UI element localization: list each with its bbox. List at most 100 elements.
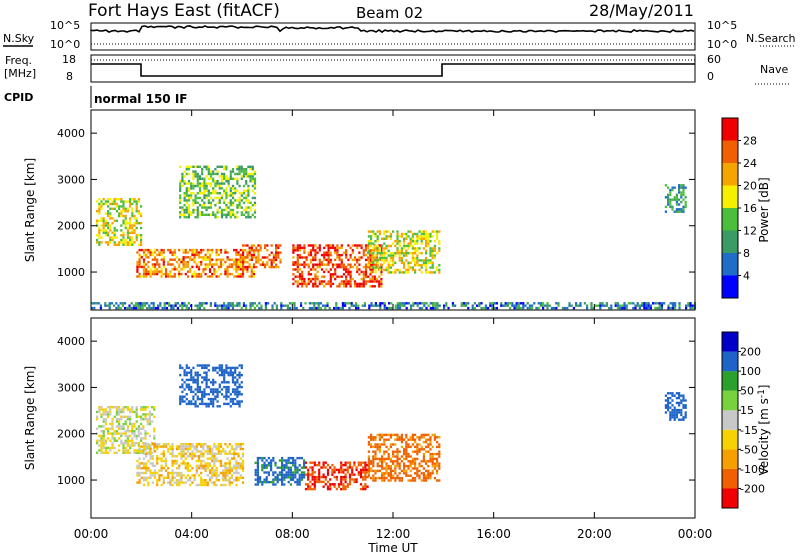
- heatmap-cell: [183, 204, 186, 207]
- heatmap-cell: [312, 244, 315, 247]
- heatmap-cell: [212, 378, 215, 382]
- heatmap-cell: [378, 457, 381, 461]
- heatmap-cell: [211, 248, 214, 252]
- heatmap-cell: [245, 168, 248, 171]
- heatmap-cell: [212, 369, 215, 372]
- heatmap-cell: [275, 253, 278, 257]
- heatmap-cell: [187, 172, 191, 176]
- heatmap-cell: [327, 246, 330, 250]
- heatmap-cell: [212, 397, 215, 401]
- heatmap-cell: [357, 471, 360, 474]
- heatmap-cell: [220, 388, 224, 391]
- heatmap-cell: [313, 480, 316, 484]
- heatmap-cell: [109, 238, 112, 242]
- heatmap-cell: [416, 302, 419, 305]
- heatmap-cell: [322, 304, 325, 307]
- heatmap-cell: [678, 392, 681, 395]
- heatmap-cell: [242, 192, 246, 195]
- heatmap-cell: [206, 263, 209, 266]
- heatmap-cell: [320, 263, 324, 266]
- heatmap-cell: [126, 439, 129, 442]
- heatmap-cell: [204, 253, 207, 257]
- heatmap-cell: [323, 275, 326, 278]
- heatmap-cell: [396, 306, 399, 310]
- heatmap-cell: [209, 381, 213, 384]
- heatmap-cell: [405, 433, 408, 437]
- heatmap-cell: [160, 467, 163, 470]
- heatmap-cell: [664, 411, 667, 414]
- heatmap-cell: [185, 208, 188, 212]
- heatmap-cell: [390, 302, 393, 305]
- heatmap-cell: [309, 244, 313, 247]
- heatmap-cell: [400, 469, 403, 473]
- heatmap-cell: [253, 244, 256, 247]
- heatmap-cell: [357, 306, 360, 310]
- heatmap-cell: [140, 418, 143, 421]
- heatmap-cell: [183, 199, 186, 202]
- heatmap-cell: [307, 265, 310, 269]
- heatmap-cell: [667, 198, 670, 201]
- heatmap-cell: [135, 222, 138, 225]
- heatmap-cell: [431, 230, 434, 233]
- heatmap-cell: [664, 399, 667, 402]
- heatmap-cell: [218, 373, 221, 377]
- heatmap-cell: [149, 474, 152, 477]
- heatmap-cell: [298, 273, 302, 276]
- heatmap-cell: [102, 224, 105, 227]
- heatmap-cell: [405, 237, 408, 240]
- heatmap-cell: [289, 302, 292, 305]
- heatmap-cell: [219, 443, 223, 446]
- heatmap-cell: [136, 467, 139, 470]
- heatmap-cell: [411, 443, 414, 446]
- heatmap-cell: [189, 464, 192, 467]
- heatmap-cell: [138, 471, 141, 475]
- heatmap-cell: [329, 246, 332, 250]
- heatmap-cell: [403, 271, 406, 274]
- heatmap-cell: [307, 487, 310, 491]
- heatmap-cell: [209, 402, 213, 406]
- heatmap-cell: [260, 304, 263, 307]
- heatmap-cell: [129, 418, 132, 421]
- heatmap-cell: [392, 252, 395, 255]
- heatmap-cell: [242, 184, 246, 188]
- heatmap-cell: [253, 249, 256, 252]
- heatmap-cell: [300, 476, 303, 479]
- heatmap-cell: [416, 474, 419, 477]
- heatmap-cell: [223, 378, 226, 382]
- heatmap-cell: [378, 249, 381, 252]
- heatmap-cell: [279, 244, 282, 247]
- heatmap-cell: [674, 304, 677, 307]
- heatmap-cell: [392, 259, 395, 262]
- heatmap-cell: [376, 237, 379, 240]
- heatmap-cell: [427, 476, 430, 480]
- heatmap-cell: [244, 244, 247, 247]
- heatmap-cell: [375, 280, 379, 283]
- heatmap-cell: [329, 261, 332, 264]
- heatmap-cell: [312, 277, 315, 281]
- heatmap-cell: [418, 259, 421, 262]
- heatmap-cell: [287, 468, 290, 472]
- heatmap-cell: [403, 254, 406, 257]
- heatmap-cell: [405, 235, 408, 238]
- heatmap-cell: [187, 371, 191, 374]
- heatmap-cell: [226, 471, 229, 475]
- heatmap-cell: [133, 224, 136, 227]
- heatmap-cell: [283, 464, 286, 467]
- heatmap-cell: [162, 481, 165, 484]
- heatmap-cell: [240, 194, 243, 197]
- heatmap-cell: [206, 467, 209, 470]
- heatmap-cell: [451, 302, 454, 305]
- x-tick-label: 00:00: [678, 527, 713, 541]
- heatmap-cell: [326, 487, 330, 491]
- heatmap-cell: [403, 240, 406, 243]
- heatmap-cell: [445, 302, 448, 305]
- heatmap-cell: [298, 480, 301, 484]
- heatmap-cell: [138, 462, 141, 465]
- heatmap-cell: [431, 433, 434, 437]
- heatmap-cell: [175, 445, 179, 448]
- heatmap-cell: [142, 467, 146, 470]
- heatmap-cell: [678, 394, 681, 397]
- heatmap-cell: [433, 271, 436, 274]
- heatmap-cell: [234, 304, 237, 307]
- heatmap-cell: [140, 214, 143, 218]
